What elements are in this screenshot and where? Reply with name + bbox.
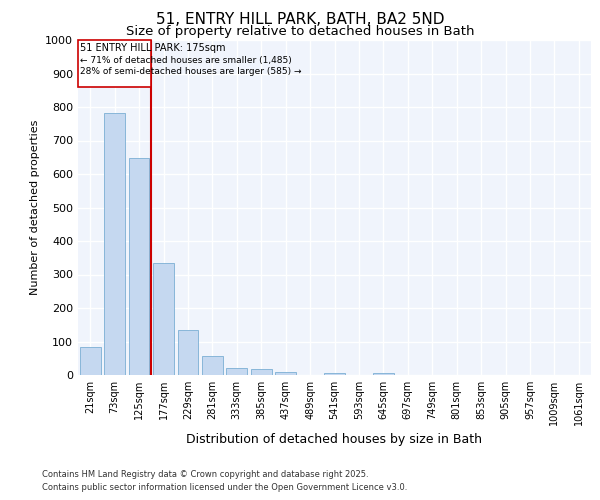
Bar (128, 158, 149, 375)
Bar (373, 374, 394, 375)
Text: Contains public sector information licensed under the Open Government Licence v3: Contains public sector information licen… (42, 482, 407, 492)
Text: Contains HM Land Registry data © Crown copyright and database right 2025.: Contains HM Land Registry data © Crown c… (42, 470, 368, 479)
Text: 51 ENTRY HILL PARK: 175sqm: 51 ENTRY HILL PARK: 175sqm (80, 44, 226, 54)
Bar (324, 372, 345, 375)
Bar (104, 112, 125, 375)
Bar (275, 372, 296, 375)
Bar (202, 356, 223, 375)
Bar (251, 370, 272, 375)
Text: 51, ENTRY HILL PARK, BATH, BA2 5ND: 51, ENTRY HILL PARK, BATH, BA2 5ND (156, 12, 444, 28)
X-axis label: Distribution of detached houses by size in Bath: Distribution of detached houses by size … (187, 434, 482, 446)
FancyBboxPatch shape (78, 40, 151, 87)
Text: Size of property relative to detached houses in Bath: Size of property relative to detached ho… (126, 25, 474, 38)
Bar (178, 330, 199, 375)
Y-axis label: Number of detached properties: Number of detached properties (29, 120, 40, 295)
Bar (80, 347, 101, 375)
Text: 28% of semi-detached houses are larger (585) →: 28% of semi-detached houses are larger (… (80, 68, 301, 76)
Text: ← 71% of detached houses are smaller (1,485): ← 71% of detached houses are smaller (1,… (80, 56, 292, 65)
Bar (153, 263, 174, 375)
Bar (226, 368, 247, 375)
